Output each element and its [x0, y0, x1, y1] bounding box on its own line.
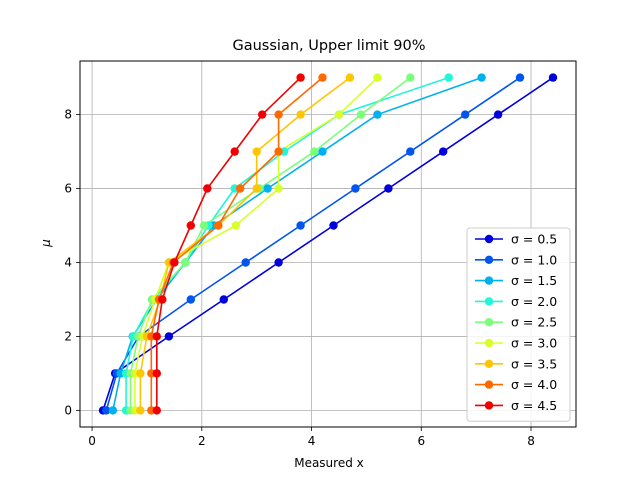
legend-marker: [484, 255, 494, 264]
data-point: [199, 221, 209, 230]
data-point: [274, 258, 283, 267]
y-tick-label: 2: [64, 329, 72, 343]
data-lines: [102, 76, 554, 411]
data-point: [108, 406, 118, 415]
data-point: [252, 184, 261, 193]
legend-marker: [484, 276, 494, 285]
y-tick-label: 0: [64, 403, 72, 417]
data-point: [345, 73, 355, 82]
data-point: [461, 110, 470, 119]
data-point: [252, 147, 261, 156]
data-point: [230, 147, 239, 156]
data-point: [181, 258, 190, 267]
legend-box: [466, 227, 571, 422]
data-point: [439, 147, 448, 156]
y-tick-label: 6: [64, 182, 72, 196]
data-points: [98, 73, 558, 415]
data-point: [356, 110, 366, 119]
chart-title: Gaussian, Upper limit 90%: [233, 38, 426, 54]
data-point: [102, 406, 111, 415]
data-point: [152, 332, 161, 341]
data-point: [170, 258, 179, 267]
x-axis-label: Measured x: [294, 456, 364, 470]
series-line-6: [134, 77, 378, 411]
x-tick-label: 0: [88, 434, 96, 448]
legend-marker: [484, 338, 494, 348]
data-point: [263, 184, 272, 193]
legend-marker: [484, 401, 494, 410]
data-point: [310, 147, 319, 156]
legend-marker: [484, 380, 494, 389]
legend-label: σ = 0.5: [511, 232, 557, 247]
data-point: [334, 110, 344, 119]
x-axis-ticks: 0 2 4 6 8: [88, 427, 535, 448]
series-line-9: [156, 77, 302, 411]
data-point: [136, 406, 145, 415]
data-point: [214, 221, 223, 230]
x-tick-label: 6: [417, 434, 425, 448]
legend-label: σ = 2.0: [511, 294, 557, 309]
data-point: [373, 110, 382, 119]
legend-label: σ = 3.5: [511, 356, 557, 371]
legend-label: σ = 3.0: [511, 336, 557, 351]
data-point: [152, 406, 161, 415]
data-point: [406, 73, 415, 82]
data-point: [203, 184, 212, 193]
data-point: [444, 73, 453, 82]
series-line-1: [102, 76, 554, 411]
data-point: [236, 184, 245, 193]
data-point: [241, 258, 250, 267]
series-line-2: [105, 76, 521, 411]
legend-label: σ = 1.0: [511, 252, 557, 267]
data-point: [329, 221, 338, 230]
plot-frame: [79, 60, 577, 428]
data-point: [231, 221, 240, 230]
y-axis-label: μ: [39, 239, 53, 248]
data-point: [493, 110, 503, 119]
series-line-3: [112, 76, 482, 411]
legend-label: σ = 4.0: [511, 377, 557, 392]
y-tick-label: 4: [64, 255, 72, 269]
y-axis-ticks: 0 2 4 6 8: [64, 108, 80, 417]
x-tick-label: 2: [198, 434, 206, 448]
data-point: [548, 73, 558, 82]
data-point: [274, 147, 283, 156]
data-point: [296, 110, 305, 119]
legend-label: σ = 1.5: [511, 273, 557, 288]
series-line-8: [150, 76, 324, 411]
legend-marker: [484, 234, 494, 244]
legend-label: σ = 4.5: [511, 398, 557, 413]
data-point: [136, 369, 145, 378]
data-point: [406, 147, 415, 156]
x-tick-label: 8: [527, 434, 535, 448]
legend-label: σ = 2.5: [511, 315, 557, 330]
data-point: [152, 369, 161, 378]
legend-marker: [484, 318, 494, 327]
data-point: [515, 73, 525, 82]
data-point: [219, 295, 228, 304]
legend-marker: [484, 359, 494, 368]
data-point: [296, 221, 305, 230]
data-point: [186, 295, 195, 304]
data-point: [186, 221, 195, 230]
data-point: [258, 110, 267, 119]
legend: σ = 0.5 σ = 1.0 σ = 1.5 σ = 2.0 σ = 2.5 σ = 3…: [466, 227, 571, 422]
data-point: [296, 73, 305, 82]
data-point: [477, 73, 486, 82]
data-point: [384, 184, 393, 193]
data-point: [274, 184, 283, 193]
data-point: [158, 295, 167, 304]
data-point: [318, 147, 327, 156]
x-tick-label: 4: [308, 434, 316, 448]
data-point: [274, 110, 283, 119]
data-point: [351, 184, 360, 193]
data-point: [373, 73, 382, 82]
data-point: [164, 332, 174, 341]
legend-marker: [484, 297, 494, 306]
y-tick-label: 8: [64, 108, 72, 122]
data-point: [318, 73, 327, 82]
